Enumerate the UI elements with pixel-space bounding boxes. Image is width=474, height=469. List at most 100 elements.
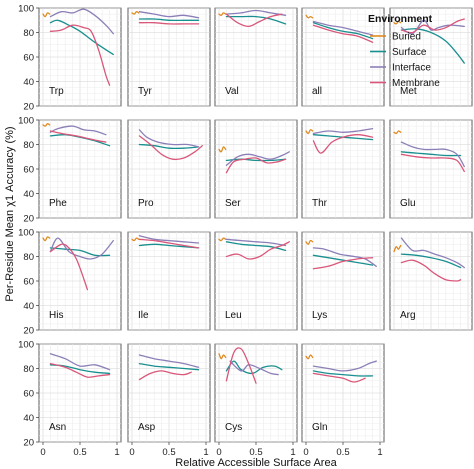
series-line-interface xyxy=(49,125,107,136)
panel-tyr: Tyr xyxy=(127,7,211,107)
x-tick-label: 1 xyxy=(377,447,382,458)
series-line-membrane xyxy=(225,347,257,384)
series-line-buried xyxy=(393,244,402,253)
y-tick-label: 60 xyxy=(23,388,34,399)
series-line-membrane xyxy=(138,135,203,161)
y-tick-label: 60 xyxy=(23,164,34,175)
grid xyxy=(128,7,210,107)
grid xyxy=(390,119,472,219)
legend-item-surface: Surface xyxy=(370,47,427,58)
y-tick-label: 100 xyxy=(18,227,34,238)
series-line-buried xyxy=(218,146,227,153)
legend-item-membrane: Membrane xyxy=(370,78,440,89)
y-tick-label: 100 xyxy=(18,115,34,126)
y-tick-label: 40 xyxy=(23,189,34,200)
series-line-interface xyxy=(225,238,287,247)
y-tick-label: 40 xyxy=(23,77,34,88)
panel-gln: Gln 0 0.5 1 xyxy=(301,343,385,458)
legend-label: Surface xyxy=(392,47,427,58)
series-line-interface xyxy=(312,127,374,135)
grid xyxy=(215,343,297,443)
panel-pro: Pro xyxy=(127,119,211,219)
series-line-membrane xyxy=(312,134,374,154)
series-line-membrane xyxy=(312,24,374,43)
x-tick-label: 1 xyxy=(290,447,295,458)
panel-lys: Lys xyxy=(301,231,385,331)
panel-label: Thr xyxy=(312,198,328,209)
series-line-interface xyxy=(225,9,287,16)
legend-title: Environment xyxy=(368,13,433,25)
grid xyxy=(128,343,210,443)
series-line-buried xyxy=(393,130,402,135)
series-line-buried xyxy=(131,237,140,242)
panel-label: Phe xyxy=(49,198,67,209)
panel-glu: Glu xyxy=(389,119,473,219)
series-line-interface xyxy=(400,237,465,269)
panel-label: Glu xyxy=(400,198,416,209)
series-line-membrane xyxy=(49,243,89,291)
panel-label: Tyr xyxy=(138,86,153,97)
series-line-interface xyxy=(312,360,377,372)
series-line-buried xyxy=(42,12,51,18)
grid xyxy=(39,119,121,219)
x-tick-label: 0.5 xyxy=(249,447,262,458)
series-line-interface xyxy=(49,237,114,260)
series-line-surface xyxy=(400,253,462,269)
x-axis-title: Relative Accessible Surface Area xyxy=(175,457,337,469)
panel-label: Trp xyxy=(49,86,64,97)
series-line-buried xyxy=(305,129,314,135)
panel-asp: Asp 0 0.5 1 xyxy=(127,343,211,458)
y-tick-label: 40 xyxy=(23,301,34,312)
y-tick-label: 60 xyxy=(23,52,34,63)
grid xyxy=(128,231,210,331)
y-tick-label: 80 xyxy=(23,140,34,151)
panel-label: Met xyxy=(400,86,417,97)
series-line-membrane xyxy=(225,241,290,260)
series-line-membrane xyxy=(138,21,200,25)
panel-label: Ser xyxy=(225,198,241,209)
x-tick-label: 1 xyxy=(203,447,208,458)
grid xyxy=(390,7,472,107)
x-tick-label: 0 xyxy=(129,447,134,458)
series-line-surface xyxy=(312,22,374,40)
legend-label: Interface xyxy=(392,63,431,74)
panel-met: Met xyxy=(389,7,473,107)
y-tick-label: 80 xyxy=(23,252,34,263)
x-tick-label: 0 xyxy=(40,447,45,458)
panel-leu: Leu xyxy=(214,231,298,331)
series-line-surface xyxy=(225,158,287,162)
series-line-interface xyxy=(138,235,200,244)
series-line-surface xyxy=(138,243,200,249)
series-line-interface xyxy=(49,8,114,35)
panel-his: His 20 40 60 80 100 xyxy=(18,227,122,336)
legend-item-buried: Buried xyxy=(370,32,421,43)
series-line-buried xyxy=(218,353,227,360)
y-tick-label: 80 xyxy=(23,28,34,39)
series-line-buried xyxy=(42,123,51,127)
x-tick-label: 1 xyxy=(114,447,119,458)
y-tick-label: 60 xyxy=(23,276,34,287)
panel-phe: Phe 20 40 60 80 100 xyxy=(18,115,122,224)
panel-thr: Thr xyxy=(301,119,385,219)
grid xyxy=(215,231,297,331)
panel-label: Val xyxy=(225,86,239,97)
panel-label: Ile xyxy=(138,310,149,321)
series-line-membrane xyxy=(225,13,283,28)
series-line-buried xyxy=(305,14,314,19)
series-line-membrane xyxy=(312,372,366,383)
panel-trp: Trp 20 40 60 80 100 xyxy=(18,3,122,112)
series-line-membrane xyxy=(225,157,287,174)
x-tick-label: 0.5 xyxy=(336,447,349,458)
series-line-buried xyxy=(42,236,51,242)
y-tick-label: 20 xyxy=(23,437,34,448)
panel-cys: Cys 0 0.5 1 xyxy=(214,343,298,458)
series-line-interface xyxy=(138,129,200,148)
grid xyxy=(128,119,210,219)
series-line-buried xyxy=(131,11,140,15)
y-tick-label: 20 xyxy=(23,101,34,112)
y-tick-label: 80 xyxy=(23,364,34,375)
panel-label: Pro xyxy=(138,198,154,209)
series-line-interface xyxy=(49,353,111,371)
